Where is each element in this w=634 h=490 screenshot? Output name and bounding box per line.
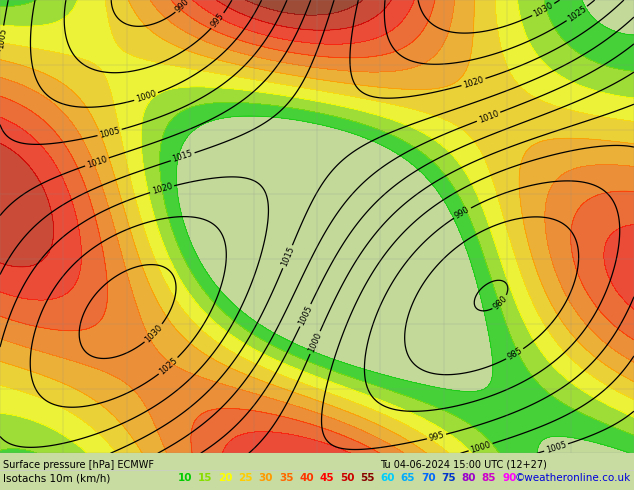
Text: 20: 20 (218, 473, 233, 483)
Text: 15: 15 (198, 473, 212, 483)
Text: 40: 40 (299, 473, 314, 483)
Text: 80: 80 (462, 473, 476, 483)
Text: 10: 10 (178, 473, 192, 483)
Text: 995: 995 (209, 12, 226, 30)
Text: 1020: 1020 (151, 182, 174, 196)
Text: 995: 995 (428, 430, 445, 443)
Text: 1025: 1025 (158, 356, 179, 376)
Text: 70: 70 (421, 473, 436, 483)
Text: 1000: 1000 (469, 440, 492, 455)
Text: 1030: 1030 (143, 323, 164, 344)
Text: 55: 55 (360, 473, 375, 483)
Text: 990: 990 (453, 205, 472, 221)
Text: 65: 65 (401, 473, 415, 483)
Text: Isotachs 10m (km/h): Isotachs 10m (km/h) (3, 473, 110, 483)
Text: 1015: 1015 (171, 149, 194, 164)
Text: 75: 75 (441, 473, 456, 483)
Text: 1015: 1015 (280, 245, 296, 268)
Text: 985: 985 (506, 346, 524, 362)
Text: 35: 35 (279, 473, 294, 483)
Text: 980: 980 (492, 294, 509, 312)
Text: 1010: 1010 (86, 154, 108, 170)
Text: 1005: 1005 (98, 125, 121, 140)
Text: 1020: 1020 (462, 75, 485, 90)
Text: 90: 90 (502, 473, 517, 483)
Text: 1005: 1005 (545, 440, 567, 455)
Text: 50: 50 (340, 473, 354, 483)
Text: 45: 45 (320, 473, 334, 483)
Text: 1010: 1010 (477, 109, 500, 124)
Text: 1005: 1005 (0, 27, 8, 49)
Text: Surface pressure [hPa] ECMWF: Surface pressure [hPa] ECMWF (3, 460, 154, 470)
Text: 25: 25 (238, 473, 253, 483)
Text: Tu 04-06-2024 15:00 UTC (12+27): Tu 04-06-2024 15:00 UTC (12+27) (380, 460, 547, 470)
Text: ©weatheronline.co.uk: ©weatheronline.co.uk (515, 473, 631, 483)
Text: 1000: 1000 (135, 89, 158, 104)
Text: 60: 60 (380, 473, 395, 483)
Text: 30: 30 (259, 473, 273, 483)
Text: 1030: 1030 (532, 1, 555, 19)
Text: 1005: 1005 (297, 304, 314, 327)
Text: 990: 990 (174, 0, 191, 14)
Text: 85: 85 (482, 473, 496, 483)
Text: 1000: 1000 (307, 331, 323, 354)
Text: 1025: 1025 (566, 4, 588, 24)
